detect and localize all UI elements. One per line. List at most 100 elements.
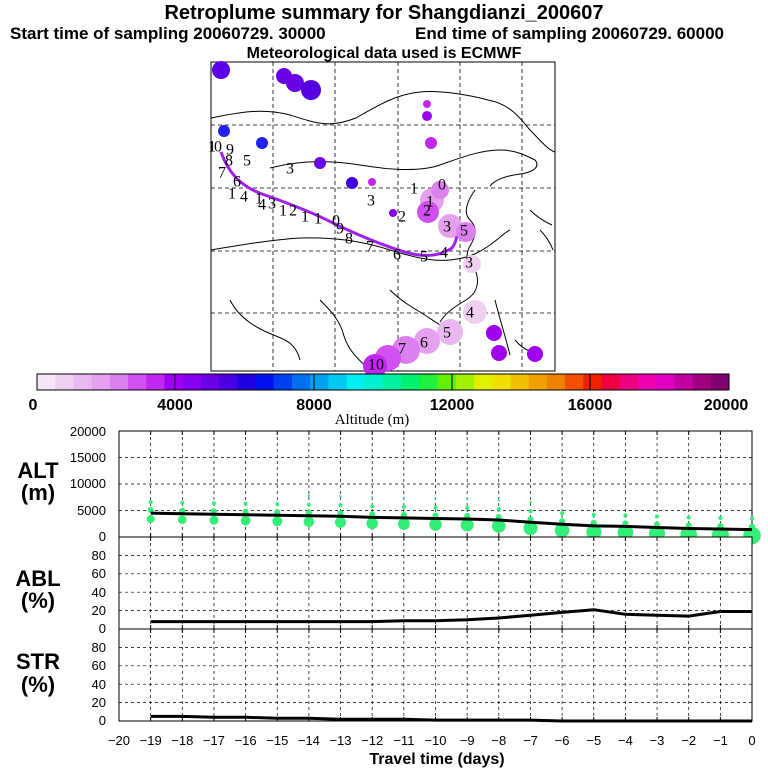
str-label: STR (16, 649, 60, 674)
map-day-label: 0 (438, 177, 446, 194)
colorbar-swatch (219, 374, 238, 390)
alt-scatter-point (718, 516, 723, 520)
plume-marker (218, 125, 230, 137)
x-tick-label: −8 (491, 733, 506, 748)
plume-marker (212, 61, 230, 79)
alt-scatter-point (402, 496, 406, 500)
plume-marker (463, 255, 481, 273)
alt-scatter-point (560, 511, 565, 516)
plume-marker (423, 100, 431, 108)
alt-scatter-point (147, 507, 154, 514)
alt-scatter-point (465, 506, 470, 510)
colorbar-swatch (437, 374, 457, 390)
coastlines (210, 91, 556, 372)
map-day-label: 5 (420, 249, 428, 266)
map-day-label: 1 (314, 211, 322, 228)
alt-scatter-point (180, 500, 185, 505)
abl-y-ticks: 80 60 40 20 0 (92, 548, 106, 636)
plume-marker (414, 328, 440, 354)
map-day-label: 7 (366, 239, 374, 256)
alt-scatter-point (401, 504, 406, 509)
str-ytick: 40 (92, 677, 106, 692)
x-tick-label: −16 (235, 733, 257, 748)
colorbar-swatch (710, 374, 730, 390)
alt-scatter-point (496, 507, 501, 511)
colorbar-tick: 8000 (296, 397, 332, 414)
alt-scatter-point (178, 515, 187, 524)
plume-marker (425, 137, 437, 149)
str-unit: (%) (21, 672, 55, 697)
map-day-label: 4 (240, 189, 248, 206)
map-day-label: 3 (443, 219, 451, 236)
colorbar-swatch (255, 374, 275, 390)
colorbar-tick: 16000 (568, 397, 613, 414)
x-tick-labels: −20 −19 −18 −17 −16 −15 −14 −13 −12 −11 −10 −9 −8 −7−… (108, 733, 756, 748)
alt-scatter-point (460, 518, 474, 532)
alt-scatter-point (338, 503, 343, 508)
map-day-label: 4 (258, 197, 266, 214)
map-day-label: 1 (426, 194, 434, 211)
plume-marker (314, 157, 326, 169)
colorbar-swatch (182, 374, 202, 390)
alt-scatter-point (617, 524, 634, 541)
colorbar-swatch (419, 374, 439, 390)
alt-scatter-point (655, 514, 659, 519)
str-line (150, 714, 752, 723)
plume-marker (422, 111, 432, 121)
x-tick-label: −3 (650, 733, 665, 748)
map-day-label: 3 (268, 196, 276, 213)
alt-scatter-point (209, 515, 219, 525)
colorbar-swatch (146, 374, 165, 390)
alt-scatter-point (275, 502, 280, 507)
x-axis-title: Travel time (days) (369, 751, 504, 768)
plume-marker (301, 80, 321, 100)
alt-scatter-point (433, 505, 438, 510)
alt-scatter-point (466, 497, 469, 501)
colorbar-swatch (583, 374, 602, 390)
plume-marker (527, 346, 543, 362)
x-tick-label: −17 (203, 733, 225, 748)
alt-mean-line (150, 511, 753, 532)
map-day-label: 5 (243, 153, 251, 170)
abl-gridlines (118, 537, 753, 629)
colorbar-swatch (128, 374, 147, 390)
str-ytick: 60 (92, 658, 106, 673)
colorbar-swatch (601, 374, 621, 390)
met-data-text: Meteorological data used is ECMWF (246, 45, 522, 62)
plume-marker (491, 345, 507, 361)
alt-scatter-point (335, 516, 346, 528)
abl-ytick: 0 (99, 621, 106, 636)
alt-scatter-point (243, 501, 248, 506)
alt-scatter-point (492, 519, 506, 533)
alt-scatter-point (529, 501, 532, 504)
colorbar-swatch (546, 374, 566, 390)
colorbar-swatch (364, 374, 384, 390)
colorbar-swatch (565, 374, 584, 390)
colorbar-swatch (310, 374, 329, 390)
alt-scatter-point (686, 515, 691, 520)
x-tick-label: −12 (361, 733, 383, 748)
map-day-label: 6 (393, 247, 401, 264)
alt-scatter-point (554, 523, 570, 538)
x-tick-label: −15 (266, 733, 288, 748)
alt-scatter-point (366, 517, 379, 530)
map-day-label: 7 (218, 165, 226, 182)
abl-line (150, 608, 752, 624)
retroplume-track (219, 151, 459, 257)
map-plume-markers (212, 61, 543, 378)
colorbar-swatch (674, 374, 693, 390)
alt-scatter-point (586, 524, 602, 540)
alt-scatter-point (306, 502, 311, 507)
x-tick-label: −9 (460, 733, 475, 748)
map-day-label: 8 (225, 153, 233, 170)
colorbar-swatch (346, 374, 366, 390)
colorbar-swatch (637, 374, 657, 390)
alt-scatter-point (750, 516, 754, 521)
alt-scatter-point (146, 515, 155, 524)
alt-scatter-point (591, 512, 596, 517)
abl-ytick: 20 (92, 603, 106, 618)
x-tick-label: 0 (748, 733, 755, 748)
